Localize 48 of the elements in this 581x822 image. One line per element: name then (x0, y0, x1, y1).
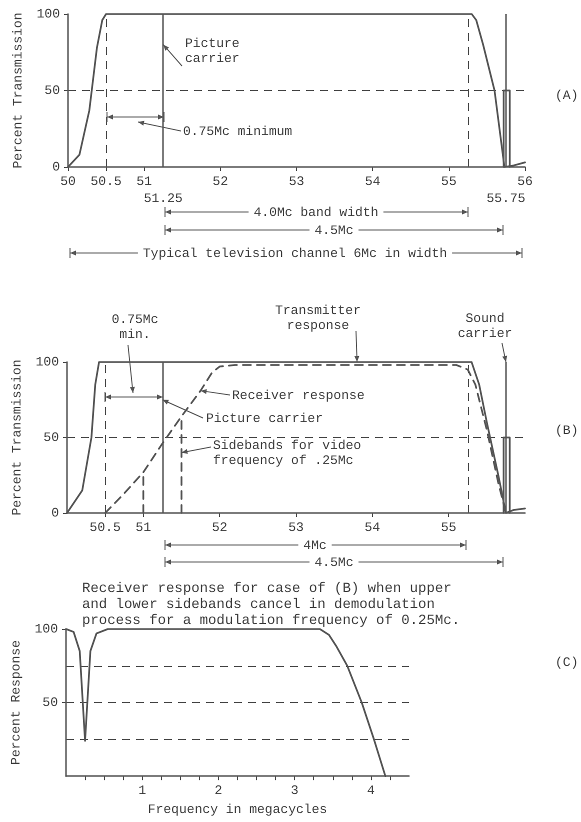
y-axis-title: Percent Transmission (10, 359, 25, 516)
text: (A) (555, 88, 578, 103)
annotation: Sound carrier (458, 311, 512, 341)
x-tick-label: 1 (138, 783, 146, 798)
y-axis-title: Percent Transmission (10, 12, 26, 169)
text: 4Mc (303, 538, 327, 553)
x-tick-label: 4 (366, 783, 375, 798)
y-tick-label: 0 (51, 506, 59, 520)
ref-line-label: 55.75 (486, 191, 526, 206)
text: (B) (555, 423, 578, 438)
annotation: Receiver response (232, 388, 365, 403)
x-tick-label: 50.5 (90, 174, 122, 189)
ref-line-label: 51.25 (144, 191, 183, 206)
y-tick-label: 50 (44, 83, 60, 98)
text: (C) (555, 655, 578, 670)
annotation: 0.75Mc minimum (183, 124, 292, 139)
text: 0.75Mc min. (112, 312, 158, 342)
y-tick-label: 100 (36, 6, 60, 22)
x-axis-title: Frequency in megacycles (148, 802, 328, 817)
y-tick-label: 100 (34, 622, 58, 636)
y-tick-label: 50 (42, 695, 58, 710)
x-tick-label: 51 (136, 520, 152, 535)
x-tick-label: 56 (517, 174, 533, 189)
x-tick-label: 2 (214, 783, 222, 798)
x-tick-label: 3 (290, 783, 299, 798)
x-tick-label: 52 (212, 520, 228, 535)
annotation: Sidebands for video frequency of .25Mc (213, 438, 362, 468)
chart-title: Receiver response for case of (B) when upper and lower sidebands cancel in demodulation process for a modulation frequency of 0.25Mc. (82, 581, 460, 629)
x-tick-label: 55 (441, 174, 457, 189)
x-tick-label: 53 (288, 520, 304, 535)
x-tick-label: 54 (364, 520, 380, 535)
text: Typical television channel 6Mc in width (142, 246, 448, 261)
text: 4.5Mc (314, 555, 354, 570)
y-axis-title: Percent Response (8, 640, 24, 765)
x-tick-label: 55 (440, 520, 456, 535)
text: 4.5Mc (314, 223, 354, 238)
text: 4.0Mc band width (254, 205, 378, 220)
y-tick-label: 50 (43, 430, 59, 445)
x-tick-label: 51 (136, 174, 152, 189)
annotation: Picture carrier (206, 411, 324, 426)
x-tick-label: 52 (212, 174, 228, 189)
x-tick-label: 54 (364, 174, 381, 189)
annotation: Picture carrier (185, 36, 240, 66)
annotation: Transmitter response (275, 303, 361, 333)
x-tick-label: 53 (288, 174, 304, 189)
y-tick-label: 0 (52, 160, 60, 174)
x-tick-label: 50.5 (90, 520, 121, 535)
y-tick-label: 100 (36, 354, 59, 370)
